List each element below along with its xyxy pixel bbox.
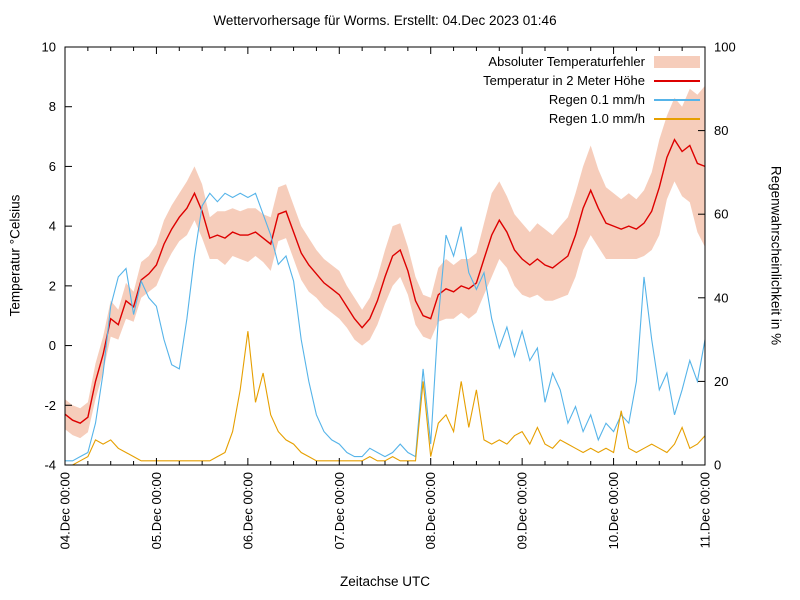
- y-right-tick-label: 100: [714, 40, 736, 55]
- legend-item-temperature: Temperatur in 2 Meter Höhe: [483, 71, 700, 90]
- legend-item-rain-01: Regen 0.1 mm/h: [483, 90, 700, 109]
- y-left-tick-label: 0: [49, 338, 56, 353]
- legend-label: Absoluter Temperaturfehler: [488, 54, 645, 69]
- legend-label: Regen 0.1 mm/h: [548, 92, 645, 107]
- y-right-tick-label: 60: [714, 207, 728, 222]
- orange-line-swatch-icon: [654, 117, 700, 120]
- x-tick-label: 07.Dec 00:00: [332, 472, 347, 549]
- x-tick-label: 09.Dec 00:00: [515, 472, 530, 549]
- x-tick-label: 08.Dec 00:00: [423, 472, 438, 549]
- x-tick-label: 10.Dec 00:00: [606, 472, 621, 549]
- x-tick-label: 05.Dec 00:00: [149, 472, 164, 549]
- x-tick-label: 11.Dec 00:00: [698, 472, 713, 548]
- x-tick-label: 06.Dec 00:00: [240, 472, 255, 549]
- rain-01-line: [65, 192, 706, 462]
- legend-label: Temperatur in 2 Meter Höhe: [483, 73, 645, 88]
- red-line-swatch-icon: [654, 79, 700, 82]
- legend-item-temperature-error: Absoluter Temperaturfehler: [483, 52, 700, 71]
- y-right-tick-label: 20: [714, 374, 728, 389]
- y-left-tick-label: 4: [49, 219, 56, 234]
- rain-10-line: [65, 331, 706, 466]
- legend-item-rain-10: Regen 1.0 mm/h: [483, 109, 700, 128]
- band-swatch-icon: [654, 55, 700, 68]
- chart-title: Wettervorhersage für Worms. Erstellt: 04…: [213, 13, 557, 28]
- temperature-line: [64, 138, 706, 424]
- blue-line-swatch-icon: [654, 98, 700, 101]
- y-right-tick-label: 0: [714, 458, 721, 473]
- y-right-tick-label: 40: [714, 290, 728, 305]
- y-left-tick-label: 10: [42, 40, 56, 55]
- y-left-tick-label: 2: [49, 278, 56, 293]
- y-left-tick-label: -4: [44, 458, 56, 473]
- y-right-tick-label: 80: [714, 123, 728, 138]
- y-left-tick-label: 6: [49, 159, 56, 174]
- temperature-error-band: [65, 85, 705, 439]
- y-left-tick-label: -2: [44, 398, 56, 413]
- legend-label: Regen 1.0 mm/h: [548, 111, 645, 126]
- y-left-tick-label: 8: [49, 99, 56, 114]
- legend: Absoluter Temperaturfehler Temperatur in…: [483, 52, 700, 128]
- x-axis-label: Zeitachse UTC: [339, 574, 431, 589]
- x-tick-label: 04.Dec 00:00: [58, 472, 73, 549]
